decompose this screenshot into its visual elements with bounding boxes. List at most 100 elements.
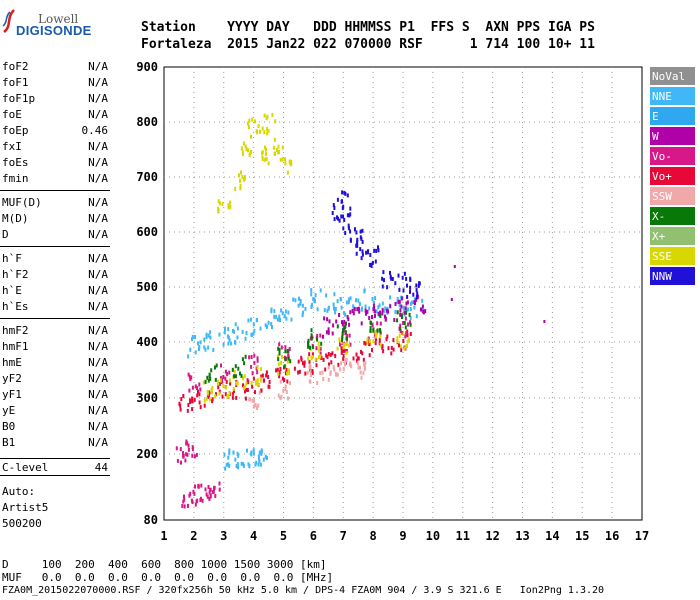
echo-point <box>333 367 336 372</box>
echo-point <box>290 161 292 165</box>
param-fxi: fxI N/A <box>2 140 108 155</box>
param-name: MUF(D) <box>2 196 42 209</box>
legend-swatch-vo <box>650 167 695 185</box>
echo-point <box>404 306 407 311</box>
echo-point <box>288 368 290 373</box>
echo-point <box>252 376 255 381</box>
echo-point <box>219 381 222 386</box>
echo-point <box>279 379 282 384</box>
echo-point <box>345 351 348 355</box>
header-labels: Station YYYY DAY DDD HHMMSS P1 FFS S AXN… <box>141 20 595 35</box>
echo-point <box>237 465 240 470</box>
x-tick-label: 3 <box>220 529 227 543</box>
echo-point <box>251 117 254 122</box>
echo-point <box>404 316 407 321</box>
echo-point <box>400 348 403 353</box>
echo-point <box>198 382 201 387</box>
echo-point <box>234 374 237 379</box>
param-name: hmE <box>2 356 22 369</box>
echo-point <box>360 375 363 380</box>
echo-point <box>245 381 248 386</box>
echo-point <box>311 355 314 360</box>
echo-point <box>319 371 322 375</box>
echo-point <box>197 483 200 488</box>
echo-point <box>261 157 264 162</box>
echo-point <box>309 367 311 372</box>
echo-point <box>387 346 390 351</box>
echo-point <box>193 397 196 402</box>
echo-point <box>278 314 281 319</box>
echo-point <box>277 362 280 367</box>
y-tick-label: 300 <box>136 391 158 405</box>
echo-point <box>192 489 195 494</box>
echo-point <box>372 339 375 343</box>
echo-point <box>396 299 399 304</box>
echo-point <box>228 378 231 383</box>
echo-point <box>344 362 346 367</box>
echo-point <box>242 152 244 157</box>
echo-point <box>379 329 382 334</box>
echo-point <box>368 353 371 358</box>
param-yf1: yF1 N/A <box>2 388 108 403</box>
echo-point <box>283 314 286 319</box>
echo-point <box>196 393 199 398</box>
echo-point <box>339 342 341 347</box>
echo-point <box>341 331 344 336</box>
echo-point <box>418 281 421 286</box>
echo-point <box>368 342 371 347</box>
echo-point <box>262 457 265 462</box>
echo-point <box>214 365 216 370</box>
echo-point <box>189 399 192 403</box>
echo-point <box>406 300 409 305</box>
param-hmf1: hmF1 N/A <box>2 340 108 355</box>
echo-point <box>407 322 409 327</box>
echo-point <box>334 307 337 311</box>
echo-point <box>210 387 213 392</box>
echo-point <box>450 298 453 301</box>
echo-point <box>406 283 408 288</box>
echo-point <box>284 384 287 389</box>
echo-point <box>342 345 345 350</box>
x-tick-label: 12 <box>485 529 499 543</box>
param-value: N/A <box>88 228 108 241</box>
echo-point <box>374 341 377 346</box>
echo-point <box>358 309 361 314</box>
echo-point <box>270 322 273 326</box>
x-tick-label: 14 <box>545 529 559 543</box>
param-value: N/A <box>88 300 108 313</box>
echo-point <box>227 205 230 210</box>
echo-point <box>367 250 369 255</box>
echo-point <box>331 351 334 356</box>
echo-point <box>209 493 212 498</box>
series-f-trace-vo+ <box>178 329 412 413</box>
echo-point <box>398 299 401 304</box>
echo-point <box>343 190 346 195</box>
echo-point <box>361 239 364 244</box>
echo-point <box>191 385 194 390</box>
echo-point <box>240 146 243 151</box>
echo-point <box>330 360 333 365</box>
echo-point <box>223 452 226 457</box>
echo-point <box>352 304 355 309</box>
panel-divider <box>0 318 110 319</box>
echo-point <box>403 310 406 315</box>
echo-point <box>234 322 237 327</box>
echo-point <box>360 307 363 312</box>
param-value: N/A <box>88 252 108 265</box>
echo-point <box>236 335 239 340</box>
footer-muf-row: MUF 0.0 0.0 0.0 0.0 0.0 0.0 0.0 0.0 [MHz… <box>2 571 334 584</box>
echo-point <box>415 288 418 293</box>
y-tick-label: 900 <box>136 60 158 74</box>
x-tick-label: 7 <box>340 529 347 543</box>
echo-point <box>285 356 288 361</box>
echo-point <box>253 353 256 358</box>
echo-point <box>367 336 370 341</box>
echo-point <box>256 406 258 410</box>
echo-point <box>275 314 278 319</box>
echo-point <box>246 448 248 453</box>
echo-point <box>359 370 362 375</box>
echo-point <box>307 341 309 346</box>
echo-point <box>421 298 424 303</box>
echo-point <box>245 331 248 335</box>
echo-point <box>399 323 402 328</box>
